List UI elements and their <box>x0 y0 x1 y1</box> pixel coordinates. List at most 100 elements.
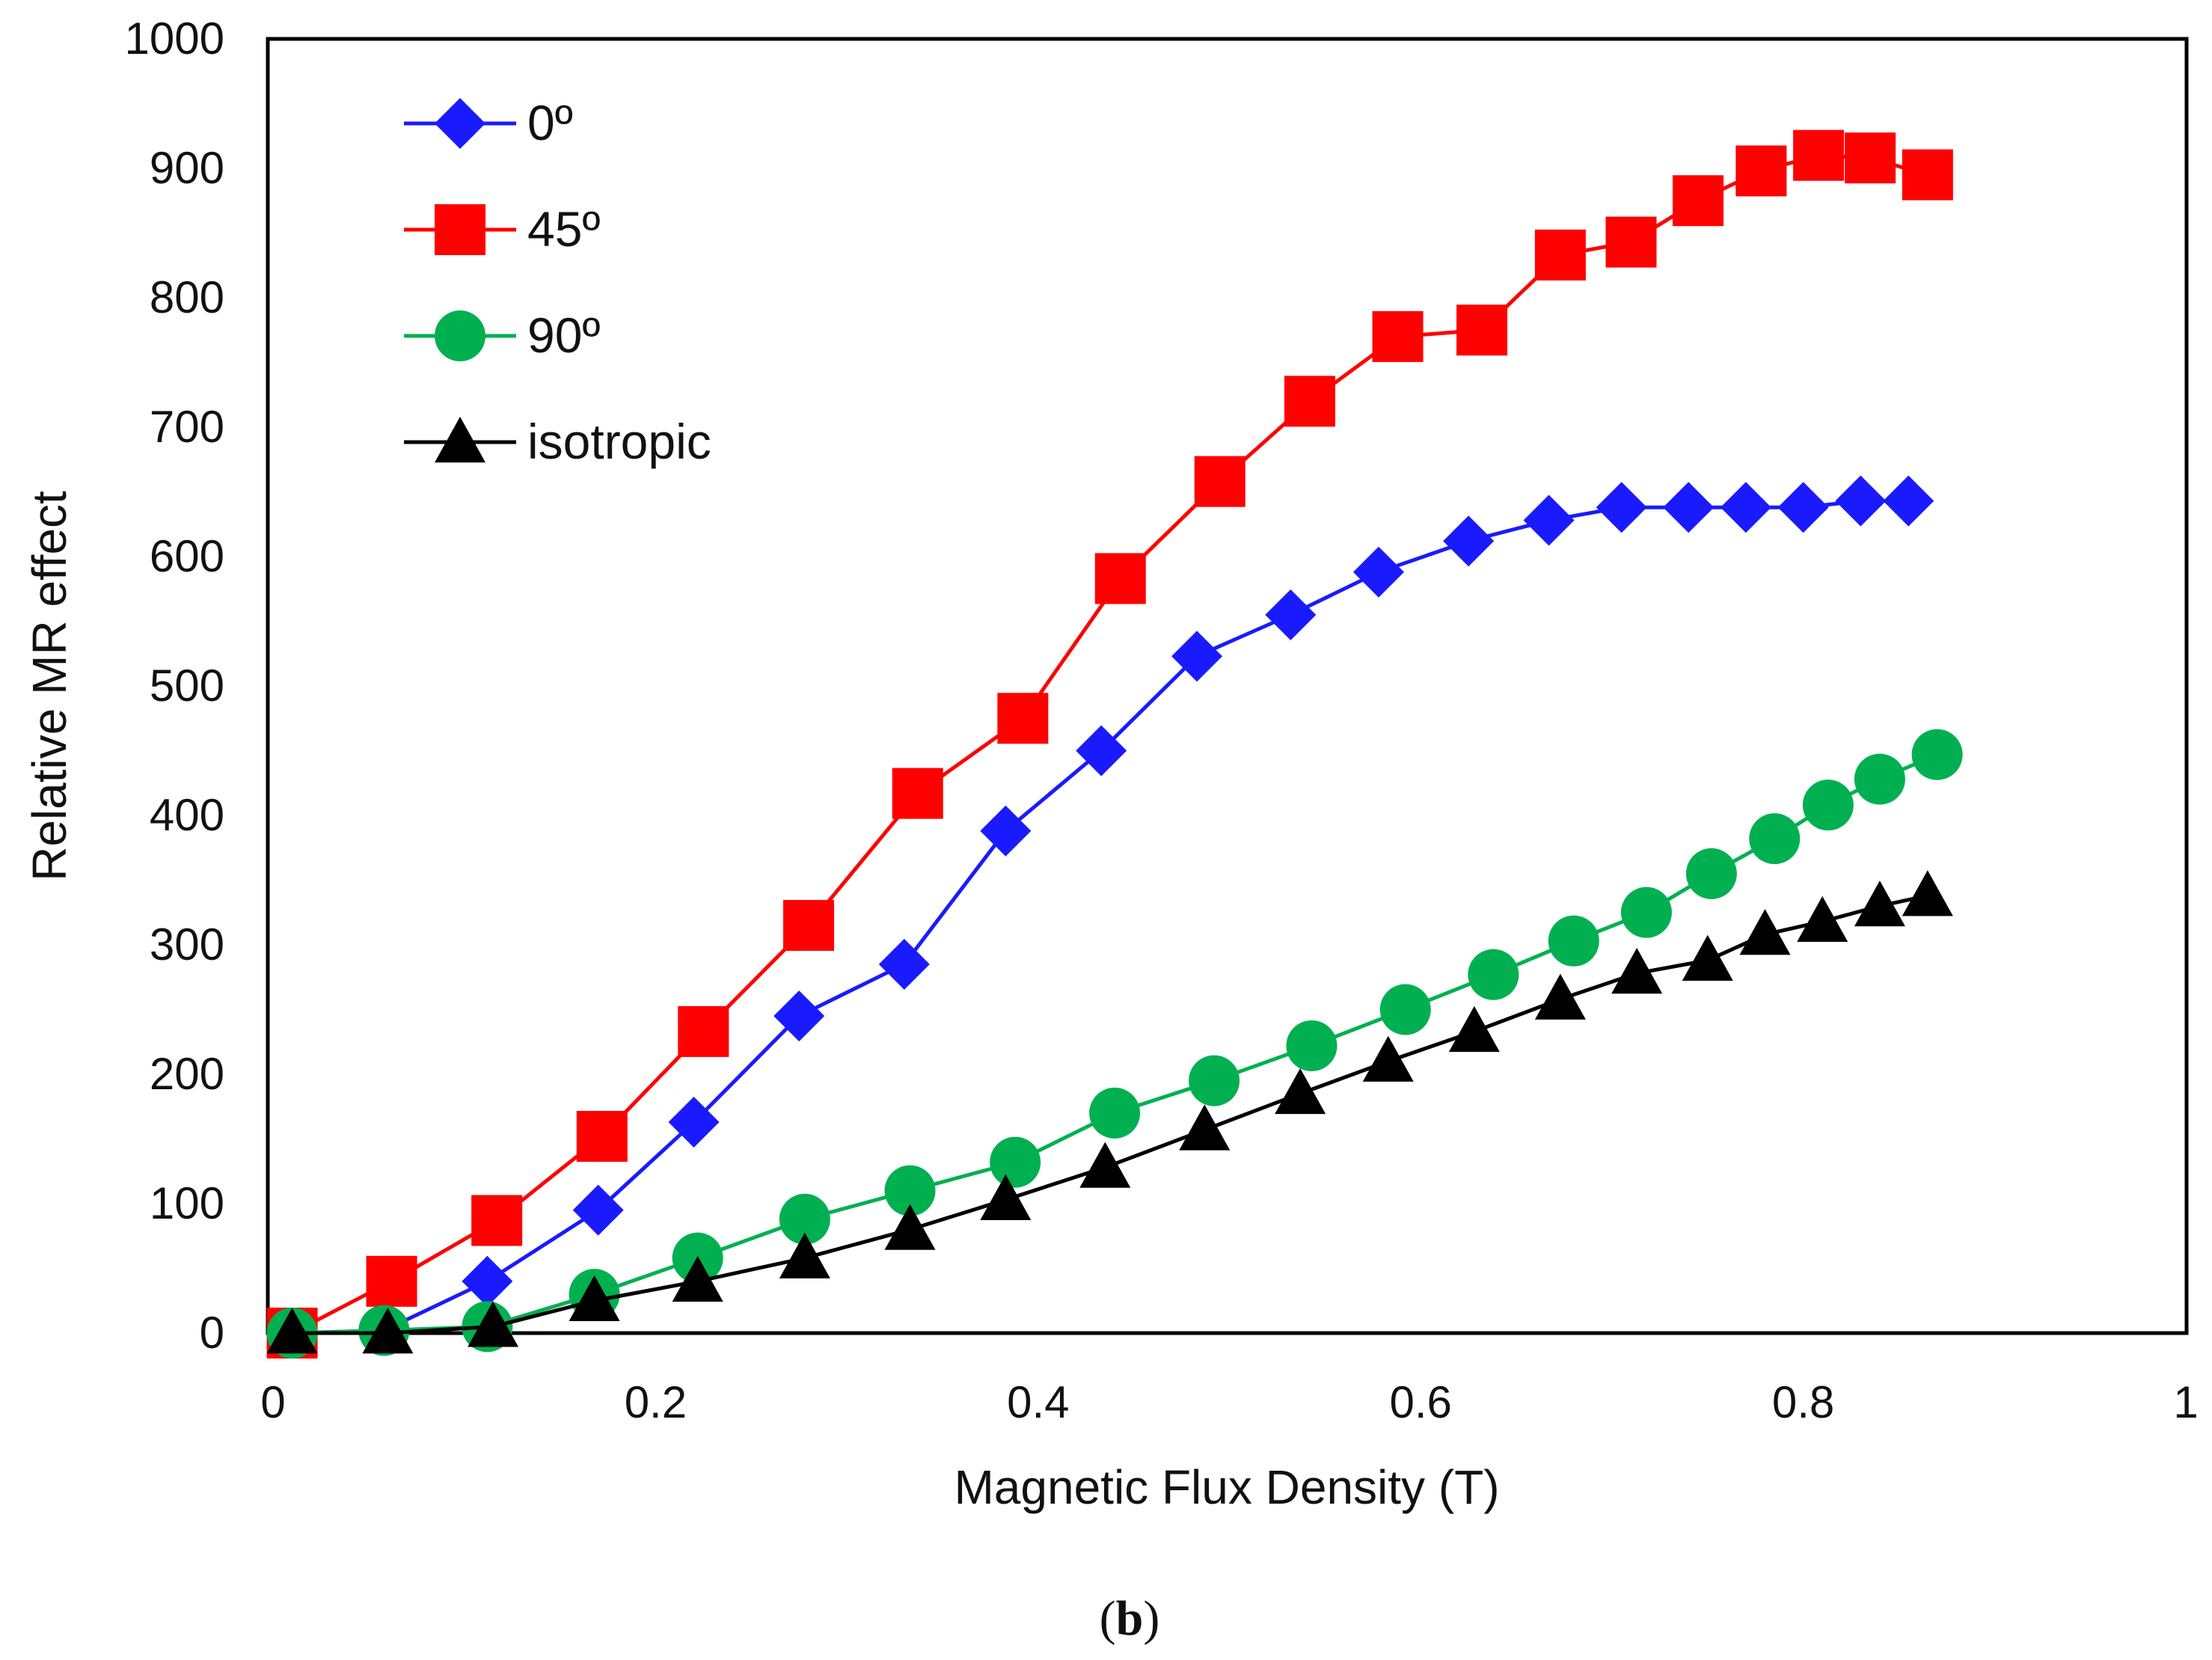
data-point-diamond <box>1883 475 1934 527</box>
data-point-square <box>576 1111 628 1163</box>
x-tick-label: 0.2 <box>625 1377 687 1427</box>
y-tick-label: 900 <box>150 143 224 193</box>
legend-label: 45º <box>527 201 601 257</box>
data-point-diamond <box>1443 515 1495 567</box>
data-point-diamond <box>1663 482 1715 533</box>
data-point-square <box>1284 376 1335 427</box>
data-point-circle <box>1854 753 1905 805</box>
legend-item-triangle: isotropic <box>404 414 711 469</box>
data-point-square <box>678 1005 729 1057</box>
data-point-triangle <box>779 1232 830 1278</box>
data-point-circle <box>1911 729 1963 780</box>
data-point-diamond <box>572 1184 624 1236</box>
data-point-square <box>366 1255 417 1307</box>
data-point-diamond <box>1352 546 1404 598</box>
data-point-square <box>471 1195 523 1246</box>
data-point-square <box>1456 304 1508 356</box>
y-tick-label: 800 <box>150 272 224 322</box>
x-tick-label: 0.8 <box>1772 1377 1834 1427</box>
data-point-triangle <box>1682 934 1733 981</box>
data-point-triangle <box>672 1255 723 1302</box>
x-tick-label: 0.4 <box>1007 1377 1069 1427</box>
series-triangle <box>266 870 1953 1354</box>
data-point-triangle <box>1797 895 1848 943</box>
y-tick-label: 600 <box>150 531 224 581</box>
data-point-circle <box>1548 915 1599 967</box>
data-point-diamond <box>980 805 1032 857</box>
data-point-square <box>1845 132 1896 184</box>
data-point-circle <box>1468 949 1519 1000</box>
data-point-triangle <box>1275 1068 1326 1115</box>
data-point-triangle <box>1179 1104 1231 1151</box>
y-tick-label: 100 <box>150 1178 224 1228</box>
data-point-square <box>782 900 834 952</box>
data-point-triangle <box>1362 1035 1414 1082</box>
data-point-square <box>1534 229 1586 281</box>
series-layer <box>266 129 1963 1359</box>
data-point-triangle <box>1739 909 1791 955</box>
data-point-square <box>1735 145 1787 197</box>
data-point-square <box>1902 149 1953 200</box>
data-point-triangle <box>1079 1142 1131 1188</box>
data-point-square <box>1672 175 1724 227</box>
data-point-triangle <box>1902 870 1953 916</box>
data-point-square <box>1793 129 1845 181</box>
data-point-diamond <box>1720 482 1771 533</box>
caption-open-paren: ( <box>1100 1591 1116 1646</box>
y-tick-label: 700 <box>150 402 224 452</box>
data-point-square <box>1094 553 1146 604</box>
figure-caption: (b) <box>1100 1591 1160 1646</box>
y-tick-label: 400 <box>150 790 224 840</box>
data-point-diamond <box>462 1255 513 1307</box>
data-point-diamond <box>668 1097 720 1148</box>
y-tick-label: 1000 <box>125 13 224 64</box>
data-point-triangle <box>468 1301 519 1347</box>
data-point-diamond <box>1265 589 1317 640</box>
x-tick-label: 1 <box>2173 1377 2198 1427</box>
y-tick-label: 500 <box>150 661 224 711</box>
caption-close-paren: ) <box>1143 1591 1159 1646</box>
data-point-triangle <box>884 1204 936 1250</box>
data-point-diamond <box>773 990 825 1042</box>
y-tick-label: 200 <box>150 1049 224 1099</box>
data-point-triangle <box>266 1308 318 1354</box>
data-point-circle <box>1286 1020 1338 1071</box>
data-point-square <box>892 768 943 819</box>
legend-label: 0º <box>527 95 573 150</box>
data-point-circle <box>1620 886 1672 938</box>
data-point-circle <box>1089 1087 1141 1139</box>
data-point-triangle <box>980 1174 1032 1221</box>
caption-letter: b <box>1116 1591 1144 1646</box>
series-diamond <box>266 475 1934 1359</box>
x-tick-label: 0.6 <box>1389 1377 1451 1427</box>
data-point-square <box>1372 310 1424 362</box>
y-tick-labels: 0 100 200 300 400 500 600 700 800 900 1000 <box>125 13 224 1358</box>
data-point-circle <box>1802 780 1854 831</box>
data-point-diamond <box>1523 494 1575 546</box>
data-point-diamond <box>1076 725 1127 777</box>
legend: 0º 45º 90º isotropic <box>404 95 711 469</box>
legend-label: isotropic <box>527 414 711 469</box>
legend-marker-square <box>435 204 485 255</box>
data-point-circle <box>990 1136 1041 1188</box>
data-point-square <box>1605 216 1657 268</box>
legend-item-diamond: 0º <box>404 95 573 150</box>
data-point-diamond <box>1777 482 1829 533</box>
x-tick-label: 0 <box>260 1377 285 1427</box>
data-point-circle <box>884 1165 936 1216</box>
data-point-diamond <box>878 938 930 990</box>
data-point-circle <box>1685 848 1737 899</box>
series-square <box>266 129 1953 1359</box>
legend-marker-circle <box>435 310 485 361</box>
data-point-triangle <box>1611 948 1663 994</box>
x-axis-label: Magnetic Flux Density (T) <box>954 1460 1499 1514</box>
data-point-circle <box>779 1193 830 1245</box>
legend-label: 90º <box>527 307 601 363</box>
data-point-circle <box>1189 1055 1240 1106</box>
x-tick-labels: 0 0.2 0.4 0.6 0.8 1 <box>260 1377 2198 1427</box>
data-point-circle <box>1749 813 1801 865</box>
y-tick-label: 0 <box>200 1308 224 1358</box>
legend-marker-triangle <box>435 417 485 463</box>
data-point-circle <box>1379 984 1431 1035</box>
